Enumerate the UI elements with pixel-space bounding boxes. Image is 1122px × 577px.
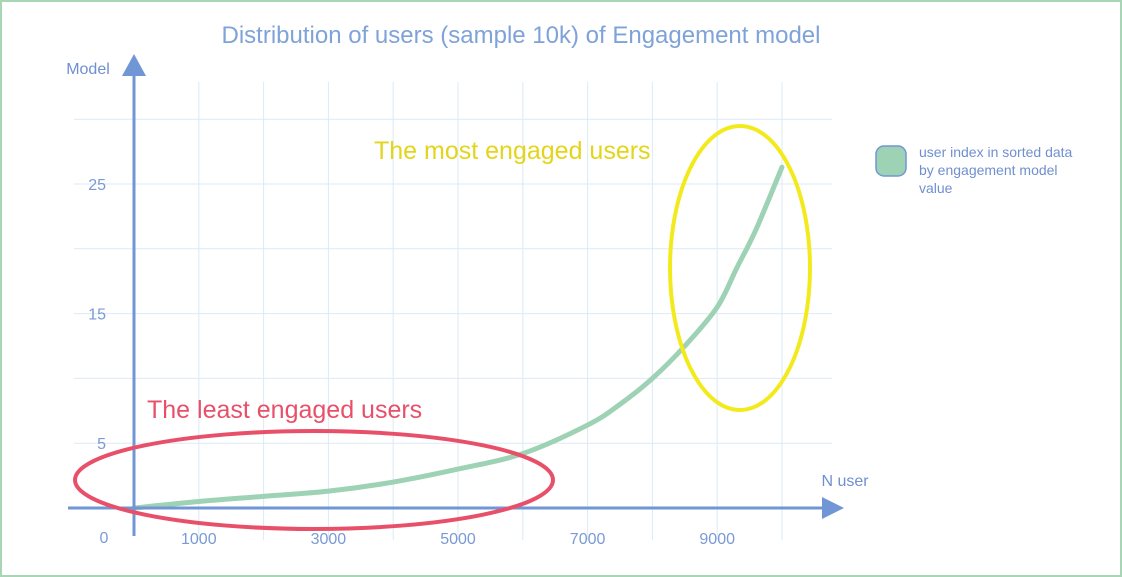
x-tick-label: 1000	[181, 531, 217, 548]
legend-swatch	[875, 145, 907, 177]
legend-label: user index in sorted data by engagement …	[919, 144, 1076, 196]
legend-label-line-3: value	[919, 180, 953, 196]
origin-tick-label: 0	[100, 530, 109, 547]
x-tick-label: 9000	[699, 531, 735, 548]
x-axis-label: N user	[821, 473, 869, 490]
legend-label-line-1: user index in sorted data	[919, 144, 1073, 160]
legend-label-line-2: by engagement model	[919, 162, 1058, 178]
x-tick-label: 3000	[311, 531, 347, 548]
y-axis-label: Model	[66, 61, 110, 78]
x-tick-label: 7000	[570, 531, 606, 548]
y-axis-arrow	[122, 54, 146, 76]
most-engaged-ellipse	[668, 124, 812, 412]
most-engaged-annotation: The most engaged users	[374, 137, 651, 165]
y-tick-labels: 5 15 25	[88, 177, 106, 453]
least-engaged-ellipse	[73, 429, 555, 531]
least-engaged-annotation: The least engaged users	[147, 396, 422, 424]
series-line	[131, 164, 785, 511]
y-tick-label: 5	[97, 436, 106, 453]
x-tick-label: 5000	[440, 531, 476, 548]
gridlines	[74, 82, 832, 540]
y-tick-label: 15	[88, 307, 106, 324]
x-axis-arrow	[822, 497, 844, 519]
chart-title: Distribution of users (sample 10k) of En…	[222, 22, 821, 49]
y-tick-label: 25	[88, 177, 106, 194]
x-tick-labels: 1000 3000 5000 7000 9000	[181, 531, 735, 548]
